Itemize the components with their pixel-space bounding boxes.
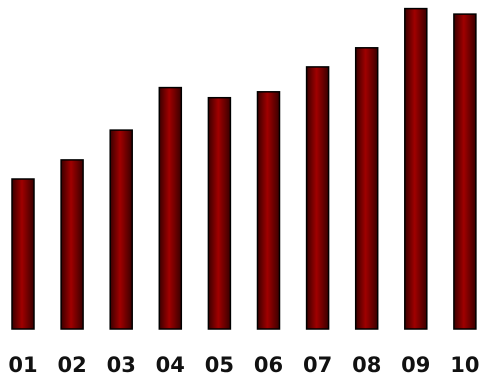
bar-08 bbox=[354, 47, 379, 330]
bar-06 bbox=[256, 91, 281, 330]
x-tick-label-01: 01 bbox=[8, 353, 37, 377]
x-tick-label-07: 07 bbox=[303, 353, 332, 377]
x-tick-label-09: 09 bbox=[401, 353, 430, 377]
bar-03 bbox=[109, 129, 133, 330]
x-tick-label-06: 06 bbox=[254, 353, 283, 377]
bar-04 bbox=[158, 86, 183, 330]
bar-05 bbox=[207, 96, 232, 330]
x-tick-label-03: 03 bbox=[107, 353, 136, 377]
x-tick-labels: 01 02 03 04 05 06 07 08 09 10 bbox=[8, 353, 479, 377]
bars-group bbox=[11, 7, 477, 330]
x-tick-label-08: 08 bbox=[352, 353, 381, 377]
x-tick-label-05: 05 bbox=[205, 353, 234, 377]
x-tick-label-10: 10 bbox=[450, 353, 479, 377]
x-tick-label-04: 04 bbox=[156, 353, 185, 377]
bar-02 bbox=[60, 159, 84, 330]
bar-09 bbox=[404, 7, 428, 330]
x-tick-label-02: 02 bbox=[57, 353, 86, 377]
bar-07 bbox=[305, 66, 330, 330]
bar-10 bbox=[453, 13, 477, 330]
bar-01 bbox=[11, 178, 35, 330]
